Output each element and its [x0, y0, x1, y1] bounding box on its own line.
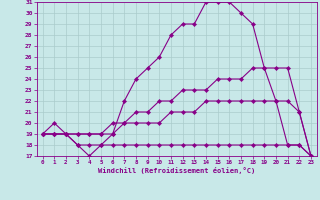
X-axis label: Windchill (Refroidissement éolien,°C): Windchill (Refroidissement éolien,°C): [98, 167, 255, 174]
